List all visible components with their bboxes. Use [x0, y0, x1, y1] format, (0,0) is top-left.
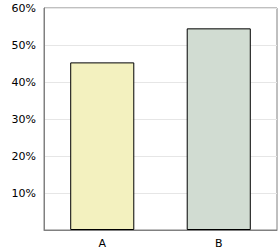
svg-text:50%: 50%: [12, 39, 36, 52]
svg-text:10%: 10%: [12, 187, 36, 200]
svg-text:60%: 60%: [12, 2, 36, 15]
svg-text:B: B: [215, 237, 223, 250]
svg-text:A: A: [98, 237, 106, 250]
svg-text:40%: 40%: [12, 76, 36, 89]
svg-text:20%: 20%: [12, 150, 36, 163]
svg-text:30%: 30%: [12, 113, 36, 126]
